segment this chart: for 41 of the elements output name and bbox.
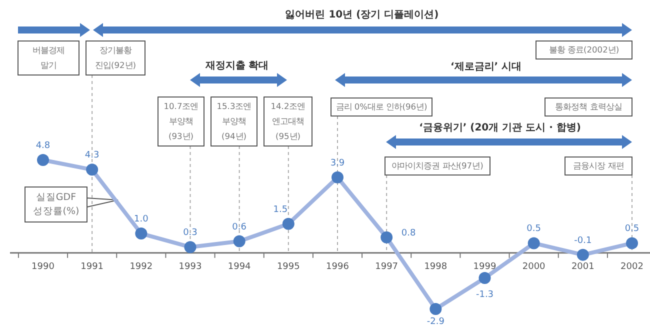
text: ‘제로금리’ 시대 <box>450 62 522 73</box>
x-tick-label: 1990 <box>32 262 55 272</box>
x-tick-label: 1993 <box>178 262 202 272</box>
text: 불황 종료(2002년) <box>548 44 620 54</box>
annotation: 야마이치증권 파산(97년) <box>392 160 484 170</box>
text: 잃어버린 10년 (장기 디플레이션) <box>285 10 439 21</box>
data-label: 1.5 <box>273 204 288 215</box>
text: 10.7조엔 부양책 (93년) <box>164 100 198 141</box>
x-tick-label: 1999 <box>473 262 496 272</box>
x-tick-label: 2000 <box>522 262 546 272</box>
text: ‘금융위기’ (20개 기관 도시 · 합병) <box>419 122 581 134</box>
text: 실질GDF 성장률(%) <box>32 192 80 217</box>
text: 재정지출 확대 <box>204 60 269 72</box>
data-label: -0.1 <box>574 236 592 246</box>
data-label: 3.9 <box>330 158 345 168</box>
data-label: 1.0 <box>134 214 149 225</box>
text: 장기불황 진입(92년) <box>94 44 136 70</box>
data-label: 4.3 <box>84 150 100 161</box>
x-tick-label: 1992 <box>130 262 153 272</box>
annotation: 금융시장 재편 <box>573 160 624 170</box>
text: 금리 0%대로 인하(96년) <box>336 101 428 112</box>
data-label: 0.5 <box>624 224 640 234</box>
x-tick-label: 1995 <box>276 262 300 272</box>
x-tick-label: 2002 <box>620 262 644 272</box>
data-label: -1.3 <box>476 290 494 300</box>
x-tick-label: 1998 <box>424 262 448 272</box>
data-label: 0.5 <box>526 224 541 234</box>
text: 통화정책 효력상실 <box>555 101 622 112</box>
data-label: 0.8 <box>401 228 416 238</box>
data-label: -2.9 <box>426 317 445 327</box>
x-tick-label: 1997 <box>375 262 398 272</box>
text: 14.2조엔 엔고대책 (95년) <box>270 100 306 141</box>
data-label: 0.3 <box>183 228 198 238</box>
x-tick-label: 1991 <box>80 262 104 272</box>
x-tick-label: 1994 <box>228 262 252 272</box>
data-label: 0.6 <box>232 222 247 232</box>
x-tick-label: 1996 <box>326 262 350 272</box>
text: 버블경제 말기 <box>32 44 64 70</box>
x-tick-label: 2001 <box>571 262 594 272</box>
text: 15.3조엔 부양책 (94년) <box>216 100 252 141</box>
data-label: 4.8 <box>36 141 50 151</box>
